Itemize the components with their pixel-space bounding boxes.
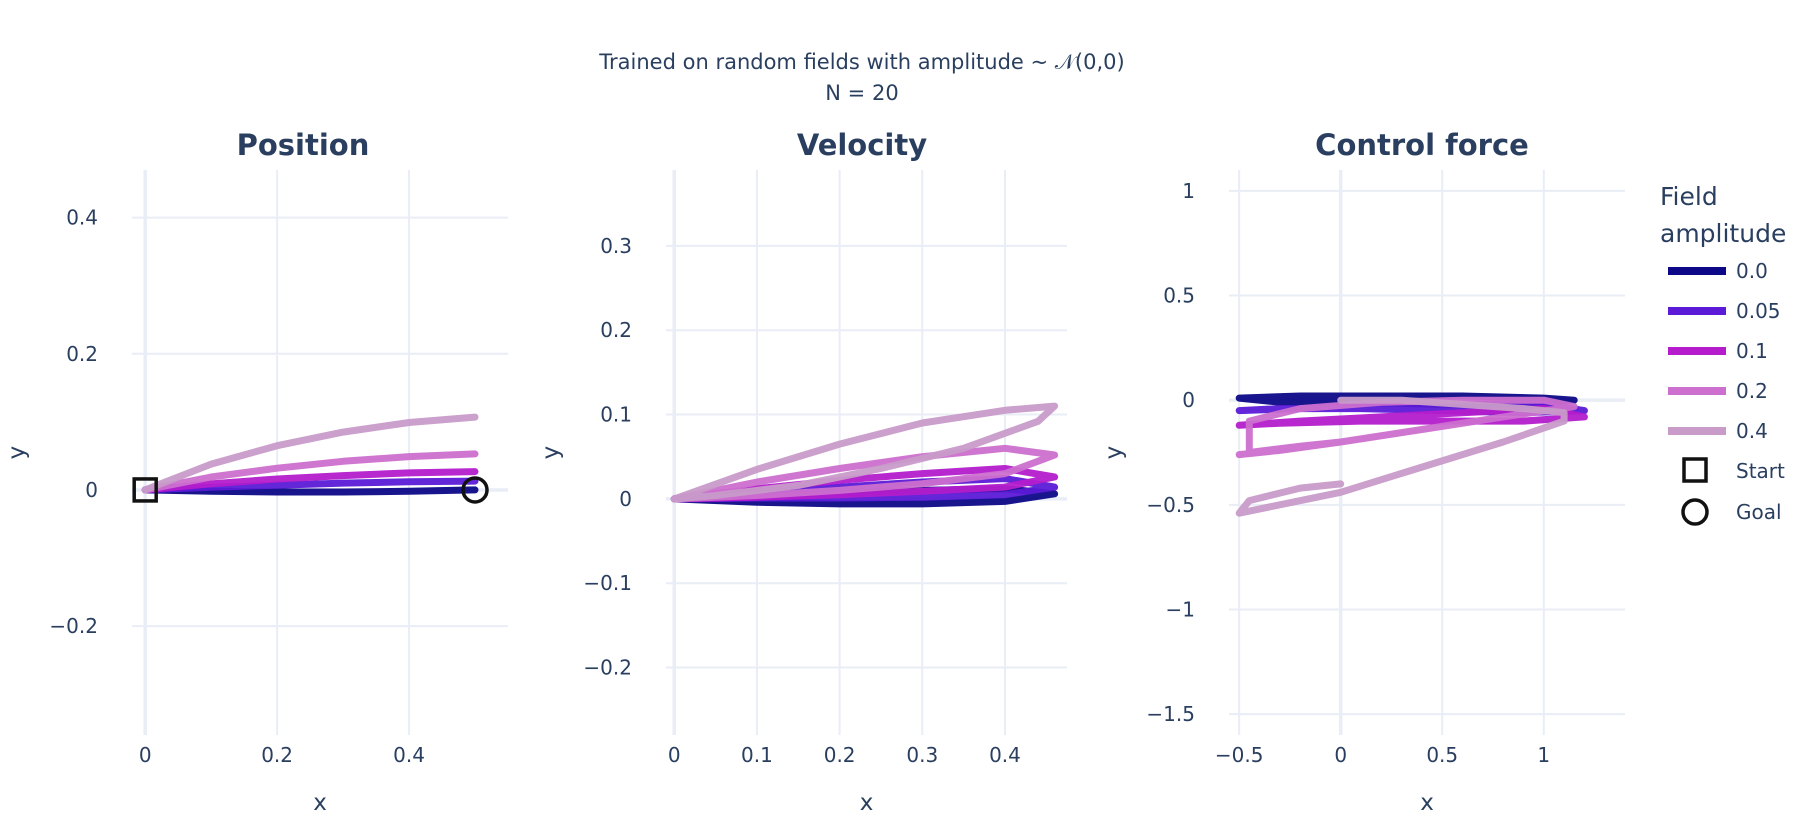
series-line-0_2 — [1235, 396, 1578, 459]
series-line-0_0 — [1235, 392, 1578, 408]
subplots: Position 0 0.2 0.4 −0.2 0 0.2 0.4 x y Velocity 0 0.1… — [4, 128, 1625, 816]
subplot-title: Velocity — [797, 128, 927, 162]
goal-marker — [461, 476, 489, 504]
x-axis-label: x — [1420, 790, 1434, 816]
x-tick-label: 0 — [1334, 743, 1347, 767]
legend-item[interactable]: 0.05 — [1668, 299, 1781, 323]
y-tick-label: 0.4 — [66, 206, 98, 230]
legend-entries[interactable]: 0.0 0.05 0.1 0.2 0.4 — [1668, 259, 1781, 443]
subplot-2[interactable]: Velocity 0 0.1 0.2 0.3 0.4 −0.2 −0.1 0 0.1 0.2 0.3 x… — [538, 128, 1067, 816]
y-tick-label: 0 — [85, 478, 98, 502]
y-tick-label: 0.2 — [600, 318, 632, 342]
y-tick-label: 0.5 — [1163, 284, 1195, 308]
start-marker — [132, 477, 158, 503]
series-group — [670, 402, 1059, 508]
x-axis-label: x — [313, 790, 327, 816]
figure-subtitle: N = 20 — [825, 81, 898, 105]
y-tick-label: −1 — [1166, 597, 1195, 621]
legend-title-line1: Field — [1660, 182, 1718, 211]
legend-label: 0.2 — [1736, 379, 1768, 403]
y-tick-label: −0.2 — [583, 656, 632, 680]
series-line-0_4 — [1235, 396, 1568, 517]
series-line-0_2 — [141, 450, 479, 494]
x-tick-label: 0.2 — [261, 743, 293, 767]
y-tick-label: −0.1 — [583, 571, 632, 595]
series-line-0_4 — [141, 413, 479, 494]
legend-label: 0.0 — [1736, 259, 1768, 283]
legend-start-square-icon — [1682, 457, 1708, 483]
x-tick-label: 0.2 — [824, 743, 856, 767]
subplot-title: Position — [237, 128, 370, 162]
series-line-0_1 — [141, 468, 479, 494]
legend-label: 0.4 — [1736, 419, 1768, 443]
legend-item[interactable]: 0.0 — [1668, 259, 1768, 283]
y-tick-label: 1 — [1182, 179, 1195, 203]
y-tick-label: −0.5 — [1146, 493, 1195, 517]
subplot-title: Control force — [1315, 128, 1529, 162]
y-axis-label: y — [1101, 446, 1127, 460]
x-tick-label: 0.4 — [393, 743, 425, 767]
y-tick-label: −0.2 — [49, 614, 98, 638]
series-group — [141, 413, 479, 496]
legend-title-line2: amplitude — [1660, 219, 1786, 248]
legend-label: 0.05 — [1736, 299, 1781, 323]
legend-item[interactable]: 0.1 — [1668, 339, 1768, 363]
series-line-0_4 — [670, 402, 1059, 503]
legend[interactable]: Field amplitude 0.0 0.05 0.1 0.2 0.4 Start G… — [1660, 182, 1786, 526]
series-line-0_2 — [670, 444, 1059, 503]
legend-label: 0.1 — [1736, 339, 1768, 363]
x-tick-label: −0.5 — [1215, 743, 1264, 767]
y-tick-label: 0 — [619, 487, 632, 511]
x-tick-label: 0 — [139, 743, 152, 767]
series-line-0_1 — [1235, 405, 1588, 429]
legend-start-label: Start — [1736, 459, 1785, 483]
legend-goal-label: Goal — [1736, 500, 1782, 524]
legend-item[interactable]: 0.2 — [1668, 379, 1768, 403]
y-tick-label: 0.3 — [600, 234, 632, 258]
x-axis-label: x — [860, 790, 874, 816]
y-tick-label: 0.1 — [600, 403, 632, 427]
y-tick-label: 0 — [1182, 388, 1195, 412]
y-axis-label: y — [4, 446, 30, 460]
x-tick-label: 0.5 — [1426, 743, 1458, 767]
series-group — [1235, 392, 1588, 517]
x-tick-label: 0.1 — [741, 743, 773, 767]
x-tick-label: 0.3 — [906, 743, 938, 767]
x-tick-label: 0.4 — [989, 743, 1021, 767]
legend-item[interactable]: 0.4 — [1668, 419, 1768, 443]
y-tick-label: 0.2 — [66, 342, 98, 366]
subplot-1[interactable]: Position 0 0.2 0.4 −0.2 0 0.2 0.4 x y — [4, 128, 508, 816]
y-axis-label: y — [538, 446, 564, 460]
subplot-3[interactable]: Control force −0.5 0 0.5 1 −1.5 −1 −0.5 0 0.5 1 x y — [1101, 128, 1625, 816]
x-tick-label: 1 — [1537, 743, 1550, 767]
x-tick-label: 0 — [668, 743, 681, 767]
figure-title: Trained on random fields with amplitude … — [598, 50, 1124, 74]
legend-goal-circle-icon — [1681, 498, 1709, 526]
y-tick-label: −1.5 — [1146, 702, 1195, 726]
